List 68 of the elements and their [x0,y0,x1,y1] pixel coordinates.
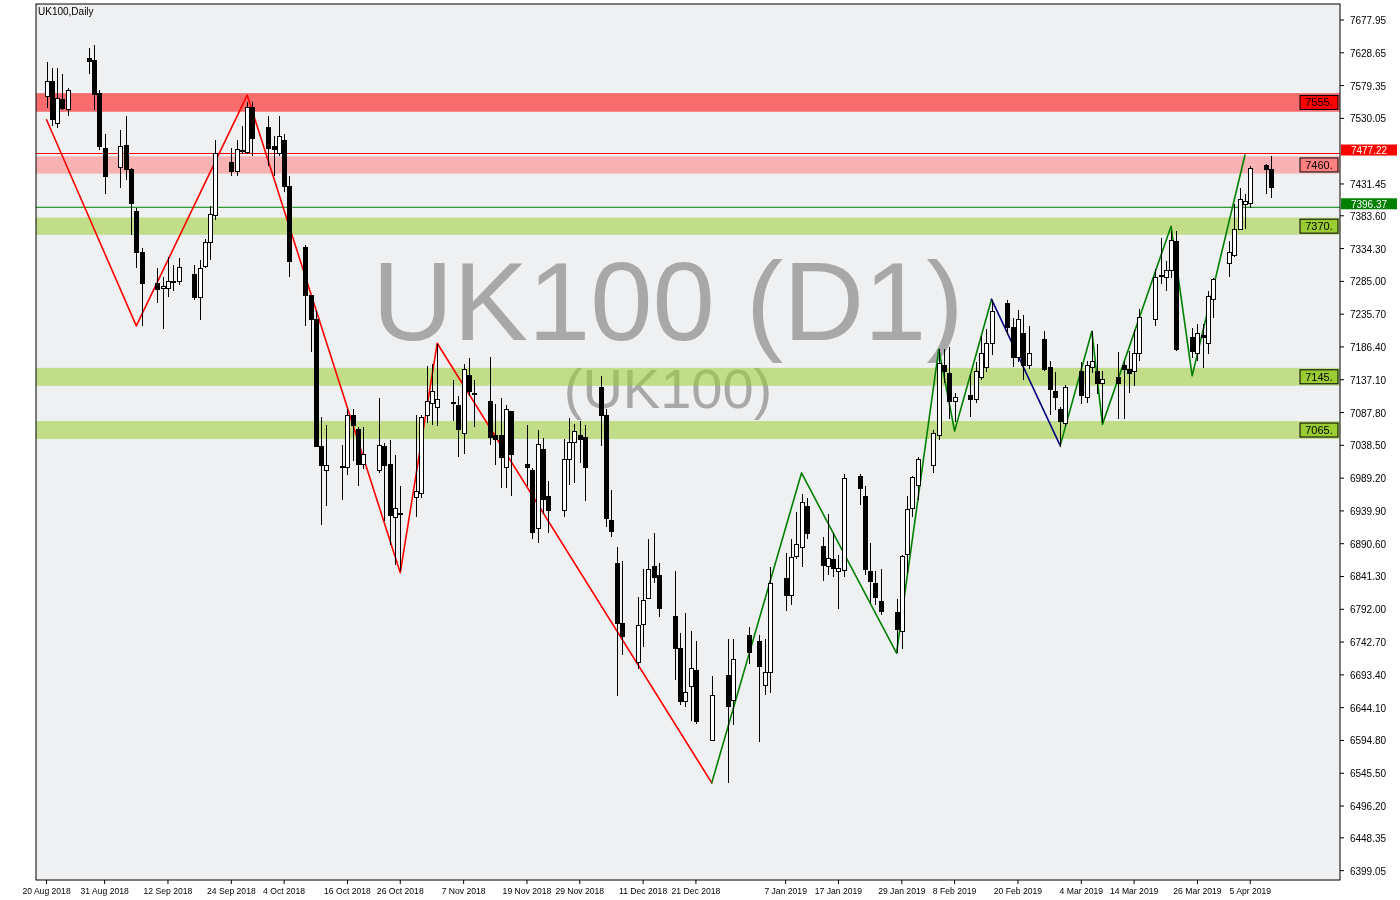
candlestick [879,568,884,616]
y-tick-label: 7038.50 [1349,440,1387,452]
y-tick-label: 6890.60 [1349,538,1387,550]
y-tick-label: 6792.00 [1349,604,1387,616]
y-tick-label: 6496.20 [1349,801,1387,813]
y-tick-label: 7677.95 [1349,15,1387,26]
ref-line-label: 7477.22 [1350,145,1388,157]
y-tick-label: 7285.00 [1349,276,1387,288]
band-label: 7460. [1305,158,1333,171]
candlestick [858,472,863,506]
x-tick-label: 4 Mar 2019 [1059,886,1104,896]
band-label: 7555. [1305,96,1333,109]
x-tick-label: 26 Mar 2019 [1173,886,1222,896]
candlestick [868,542,873,604]
x-tick-label: 17 Jan 2019 [814,886,863,896]
x-tick-label: 11 Dec 2018 [619,886,668,896]
y-tick-label: 7431.45 [1349,178,1387,190]
x-tick-label: 12 Sep 2018 [143,886,193,896]
x-tick-label: 29 Nov 2018 [555,886,605,896]
y-tick-label: 7087.80 [1349,407,1387,419]
y-tick-label: 6545.50 [1349,768,1387,780]
y-tick-label: 6939.90 [1349,505,1387,517]
y-tick-label: 6693.40 [1349,669,1387,681]
candlestick [1053,371,1058,411]
annotation: UK100 (D1) [372,239,964,364]
x-tick-label: 20 Feb 2019 [993,886,1043,896]
y-tick-label: 6594.80 [1349,735,1387,747]
band-label: 7370. [1305,220,1333,233]
candlestick [451,379,456,422]
candlestick [641,568,646,648]
y-tick-label: 6989.20 [1349,473,1387,485]
x-tick-label: 31 Aug 2018 [80,886,129,896]
band-label: 7145. [1305,370,1333,383]
candlestick [472,379,477,428]
x-tick-label: 14 Mar 2019 [1109,886,1159,896]
x-tick-label: 26 Oct 2018 [376,886,424,896]
y-tick-label: 7334.30 [1349,243,1387,255]
candlestick [1116,351,1121,420]
y-tick-label: 6644.10 [1349,702,1387,714]
y-tick-label: 7383.60 [1349,210,1387,222]
band-label: 7065. [1305,424,1333,437]
y-tick-label: 7628.65 [1349,47,1387,59]
y-tick-label: 6399.05 [1349,865,1387,877]
x-tick-label: 20 Aug 2018 [22,886,71,896]
y-tick-label: 7530.05 [1349,113,1387,125]
x-tick-label: 16 Oct 2018 [324,886,372,896]
y-tick-label: 6841.30 [1349,571,1387,583]
candlestick [873,570,878,606]
y-tick-label: 7235.70 [1349,309,1387,321]
ref-line-label: 7396.37 [1350,198,1388,210]
y-tick-label: 7186.40 [1349,341,1387,353]
candlestick [747,625,752,666]
y-tick-label: 7579.35 [1349,80,1387,92]
x-tick-label: 7 Jan 2019 [764,886,808,896]
y-tick-label: 6448.35 [1349,832,1387,844]
y-tick-label: 7137.10 [1349,374,1387,386]
chart-title: UK100,Daily [38,6,94,17]
candlestick [609,488,614,538]
x-tick-label: 8 Feb 2019 [932,886,977,896]
x-tick-label: 19 Nov 2018 [502,886,552,896]
x-tick-label: 29 Jan 2019 [878,886,926,896]
x-tick-label: 5 Apr 2019 [1229,886,1272,896]
x-tick-label: 4 Oct 2018 [263,886,306,896]
y-tick-label: 6742.70 [1349,637,1387,649]
x-tick-label: 21 Dec 2018 [671,886,721,896]
candlestick [525,424,530,487]
x-tick-label: 24 Sep 2018 [206,886,256,896]
x-tick-label: 7 Nov 2018 [441,886,486,896]
